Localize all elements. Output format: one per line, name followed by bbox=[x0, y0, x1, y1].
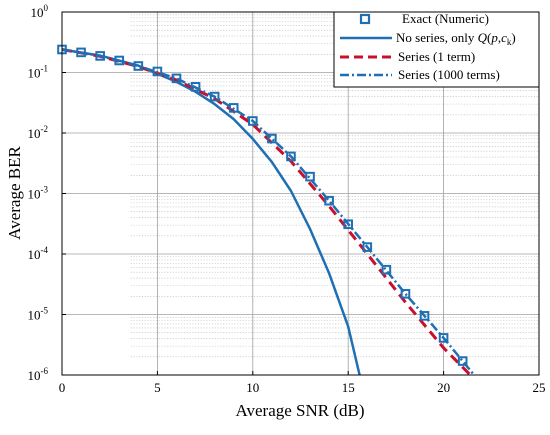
exact-marker bbox=[438, 333, 449, 343]
exact-marker bbox=[457, 356, 468, 366]
exact-marker bbox=[381, 264, 392, 275]
legend: Exact (Numeric) No series, only Q(p,ck) … bbox=[333, 11, 540, 88]
legend-label-p: p bbox=[490, 30, 498, 45]
exact-marker bbox=[190, 82, 201, 92]
exact-marker bbox=[419, 311, 430, 321]
legend-label-open: ( bbox=[487, 30, 491, 45]
exact-marker bbox=[305, 171, 315, 182]
exact-marker bbox=[152, 66, 163, 77]
legend-label-no-series-prefix: No series, only bbox=[396, 30, 478, 45]
x-tick-label: 10 bbox=[246, 380, 259, 395]
exact-marker bbox=[362, 242, 373, 252]
y-tick-label: 10-4 bbox=[28, 245, 49, 262]
exact-marker bbox=[209, 91, 220, 102]
exact-marker bbox=[400, 288, 411, 299]
grid-lines bbox=[61, 11, 540, 376]
x-tick-label: 0 bbox=[59, 380, 66, 395]
exact-marker bbox=[248, 116, 258, 126]
y-axis-ticks: 100 10-1 10-2 10-3 10-4 10-5 10-6 bbox=[28, 3, 66, 383]
exact-marker bbox=[114, 55, 125, 66]
y-tick-label: 100 bbox=[31, 3, 49, 20]
exact-marker bbox=[95, 51, 105, 61]
series-layer bbox=[57, 44, 476, 377]
legend-label-series-1000: Series (1000 terms) bbox=[398, 67, 500, 82]
x-tick-label: 20 bbox=[437, 380, 450, 395]
y-tick-label: 10-3 bbox=[28, 185, 49, 202]
legend-box bbox=[333, 11, 540, 88]
legend-label-c: c bbox=[501, 30, 507, 45]
y-tick-label: 10-5 bbox=[28, 306, 49, 323]
y-tick-label: 10-6 bbox=[28, 366, 49, 383]
x-tick-label: 5 bbox=[154, 380, 161, 395]
x-tick-label: 25 bbox=[533, 380, 546, 395]
exact-marker bbox=[228, 103, 239, 113]
legend-label-no-series: No series, only Q(p,ck) bbox=[396, 30, 516, 47]
exact-marker bbox=[267, 133, 277, 144]
legend-label-exact: Exact (Numeric) bbox=[402, 11, 489, 26]
y-tick-label: 10-2 bbox=[28, 124, 49, 141]
x-axis-ticks: 0 5 10 15 20 25 bbox=[59, 371, 546, 395]
exact-marker bbox=[286, 151, 296, 162]
exact-marker bbox=[76, 47, 86, 58]
exact-marker bbox=[324, 195, 334, 206]
exact-marker bbox=[343, 219, 353, 230]
x-tick-label: 15 bbox=[342, 380, 355, 395]
legend-label-comma: , bbox=[498, 30, 501, 45]
exact-marker bbox=[171, 73, 182, 84]
y-axis-title: Average BER bbox=[5, 146, 24, 240]
y-tick-label: 10-1 bbox=[28, 64, 49, 81]
legend-label-q: Q bbox=[478, 30, 488, 45]
legend-label-series-1: Series (1 term) bbox=[398, 49, 475, 64]
series-1000-terms-line bbox=[61, 48, 476, 376]
legend-label-sub: k bbox=[507, 37, 512, 47]
legend-label-close: ) bbox=[511, 30, 515, 45]
exact-marker bbox=[133, 61, 144, 71]
x-axis-title: Average SNR (dB) bbox=[235, 401, 364, 420]
legend-marker-exact bbox=[359, 13, 371, 25]
